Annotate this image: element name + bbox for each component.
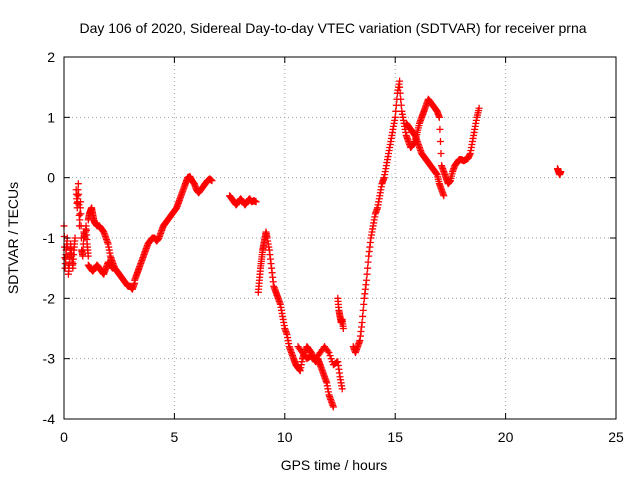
data-point [436,125,444,133]
data-point [71,234,79,242]
data-point [397,95,405,103]
data-point [77,198,85,206]
data-points [60,77,565,411]
y-tick-label: 1 [47,109,55,125]
data-point [252,198,260,206]
y-tick-label: -3 [43,351,56,367]
data-point [326,352,334,360]
data-point [475,104,483,112]
data-point [440,192,448,200]
data-point [396,77,404,85]
data-point [208,177,216,185]
data-point [396,89,404,97]
data-point [360,300,368,308]
data-point [359,306,367,314]
x-tick-label: 5 [171,429,179,445]
data-point [333,358,341,366]
data-point [76,204,84,212]
y-tick-label: 0 [47,170,55,186]
data-point [435,113,443,121]
data-point [364,264,372,272]
data-point [557,168,565,176]
data-point [75,190,83,198]
data-point [75,201,83,209]
data-point [359,312,367,320]
data-point [396,83,404,91]
data-point [74,180,82,188]
data-point [339,325,347,332]
y-tick-label: -4 [43,411,56,427]
data-point [364,258,372,266]
data-point [325,349,333,357]
y-tick-label: -1 [43,230,56,246]
data-point [436,137,444,145]
data-point [437,150,445,158]
data-point [76,216,84,224]
chart-title: Day 106 of 2020, Sidereal Day-to-day VTE… [79,20,586,36]
data-point [392,107,400,115]
data-point [397,101,405,109]
y-tick-label: -2 [43,290,56,306]
y-axis-label: SDTVAR / TECUs [5,182,21,294]
x-tick-label: 15 [387,429,403,445]
data-point [358,318,366,326]
x-tick-label: 10 [277,429,293,445]
data-point [327,355,335,363]
data-point [391,113,399,121]
data-point [362,276,370,284]
data-point [74,192,82,200]
data-point [363,270,371,278]
data-point [329,403,337,411]
x-tick-label: 0 [60,429,68,445]
axis-ticks: 0 5 10 15 20 25 -4 -3 -2 -1 0 1 2 [43,49,624,445]
data-point [84,252,92,260]
y-tick-label: 2 [47,49,55,65]
data-point [324,347,332,355]
data-point [338,385,346,393]
x-tick-label: 25 [608,429,624,445]
x-axis-label: GPS time / hours [281,457,388,473]
data-point [77,210,85,218]
x-tick-label: 20 [498,429,514,445]
